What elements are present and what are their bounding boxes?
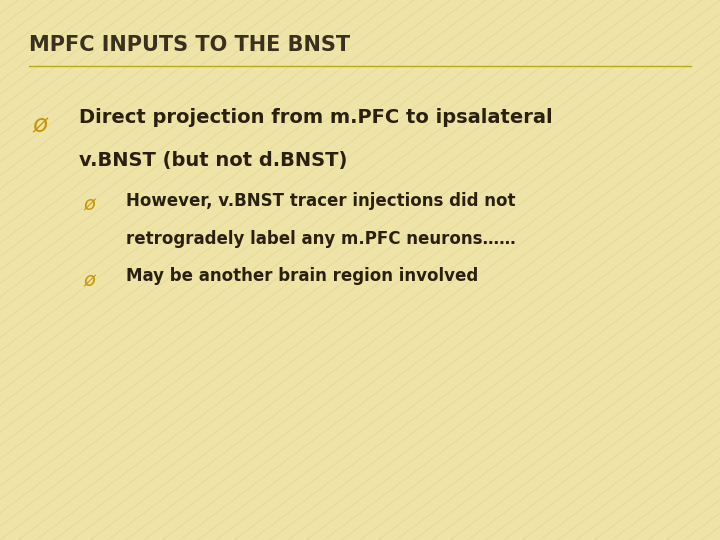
Text: ø: ø: [32, 113, 48, 137]
Text: v.BNST (but not d.BNST): v.BNST (but not d.BNST): [79, 151, 348, 170]
Text: ø: ø: [83, 195, 94, 214]
Text: May be another brain region involved: May be another brain region involved: [126, 267, 478, 285]
Text: MPFC INPUTS TO THE BNST: MPFC INPUTS TO THE BNST: [29, 35, 350, 55]
Text: ø: ø: [83, 271, 94, 290]
Text: Direct projection from m.PFC to ipsalateral: Direct projection from m.PFC to ipsalate…: [79, 108, 553, 127]
Text: retrogradely label any m.PFC neurons……: retrogradely label any m.PFC neurons……: [126, 230, 516, 247]
Text: However, v.BNST tracer injections did not: However, v.BNST tracer injections did no…: [126, 192, 516, 210]
